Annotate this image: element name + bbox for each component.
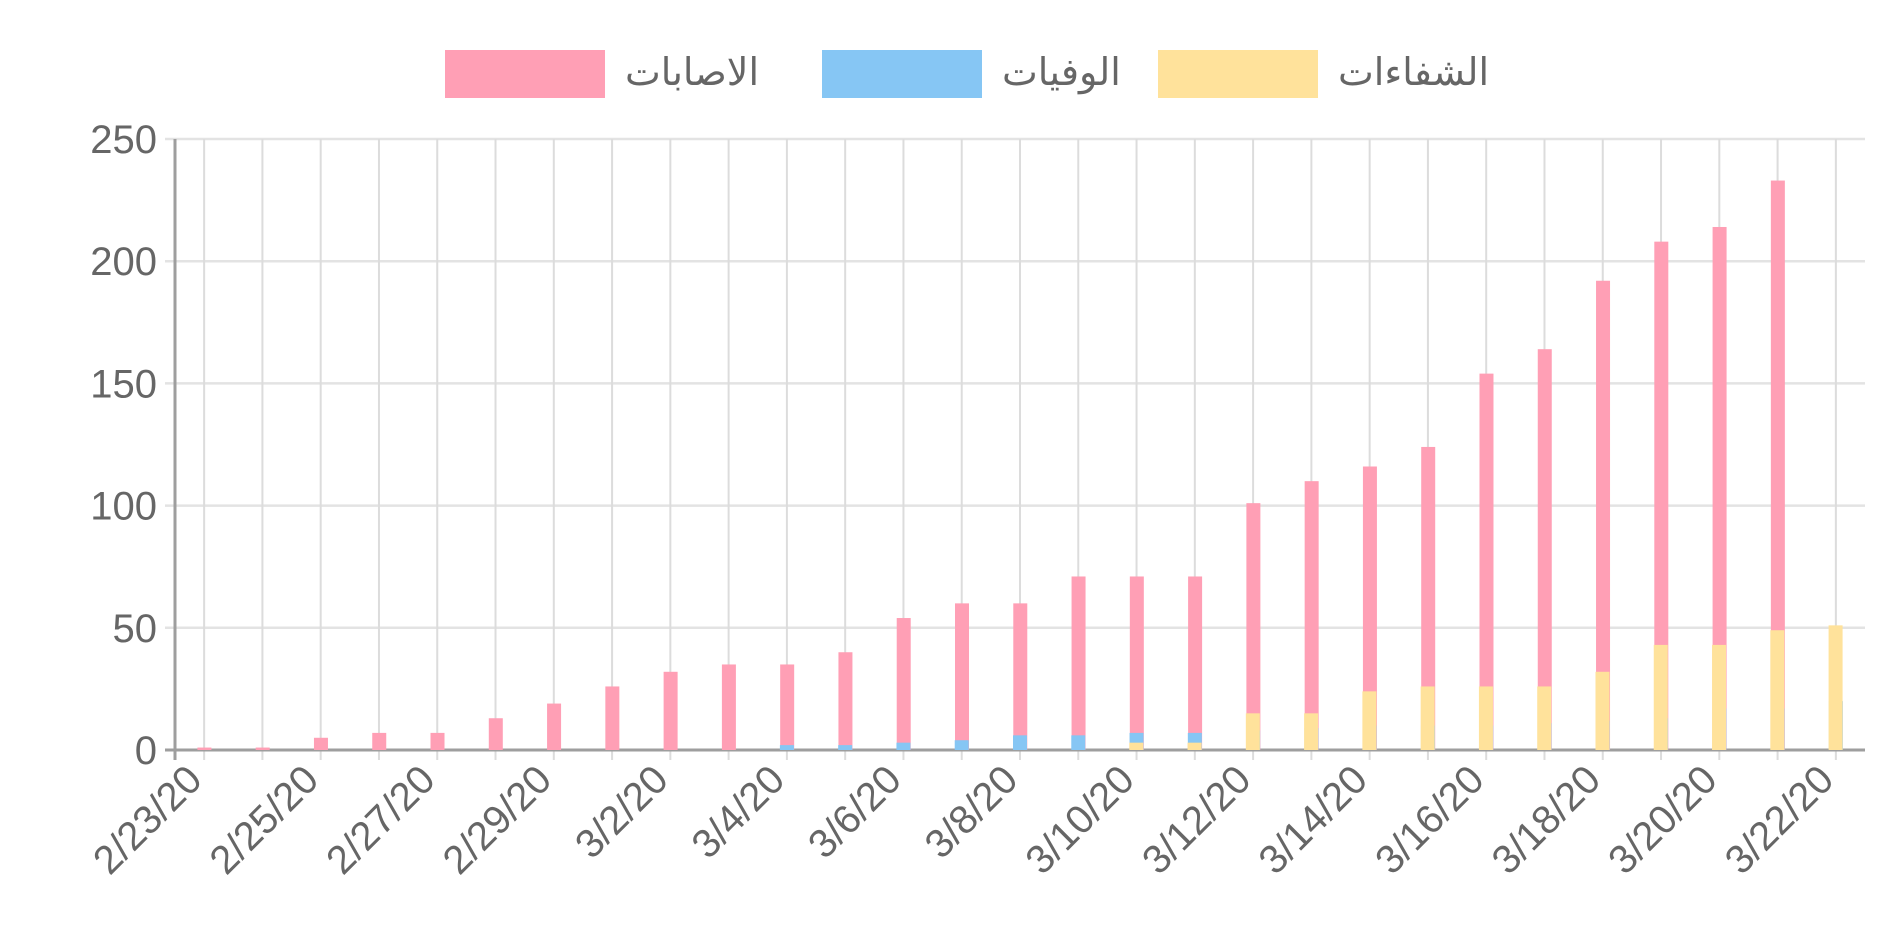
bar-series-1 bbox=[605, 686, 620, 750]
legend-swatch bbox=[445, 50, 605, 98]
bar-series-3 bbox=[1304, 713, 1319, 750]
bar-series-1 bbox=[547, 703, 562, 750]
bar-series-1 bbox=[1596, 280, 1611, 750]
bar-series-1 bbox=[488, 718, 503, 750]
bar-series-1 bbox=[1246, 503, 1261, 750]
bar-series-1 bbox=[1304, 481, 1319, 750]
x-tick-label: 3/14/20 bbox=[1251, 757, 1376, 882]
bar-series-3 bbox=[1828, 625, 1843, 750]
bar-series-2 bbox=[1071, 735, 1086, 750]
bar-series-1 bbox=[955, 603, 969, 750]
y-tick-label: 0 bbox=[135, 729, 157, 773]
x-tick-label: 2/23/20 bbox=[85, 757, 210, 882]
bar-series-3 bbox=[1245, 713, 1260, 750]
legend-label: الشفاءات bbox=[1338, 50, 1489, 94]
bar-series-1 bbox=[1421, 446, 1436, 750]
x-tick-label: 3/12/20 bbox=[1134, 757, 1259, 882]
x-tick-labels: 2/23/202/25/202/27/202/29/20 3/2/20 3/4/20… bbox=[85, 757, 1842, 882]
x-tick-label: 3/20/20 bbox=[1600, 757, 1725, 882]
bar-series-3 bbox=[1712, 644, 1727, 750]
x-tick-label: 3/2/20 bbox=[567, 757, 677, 867]
bar-series-2 bbox=[896, 742, 911, 750]
x-tick-label: 2/25/20 bbox=[202, 757, 327, 882]
x-tick-label: 3/10/20 bbox=[1017, 757, 1142, 882]
legend-label: الوفيات bbox=[1002, 50, 1121, 95]
bar-series-1 bbox=[780, 664, 795, 750]
bar-series-3 bbox=[1478, 686, 1493, 750]
y-tick-label: 100 bbox=[90, 485, 157, 529]
bar-series-1 bbox=[372, 732, 387, 750]
bar-series-3 bbox=[1187, 742, 1202, 750]
bar-series-1 bbox=[1013, 603, 1028, 750]
x-tick-label: 3/4/20 bbox=[684, 757, 794, 867]
bar-series-3 bbox=[1362, 691, 1377, 750]
bar-series-2 bbox=[838, 745, 853, 750]
bar-series-3 bbox=[1537, 686, 1552, 750]
x-tick-label: 2/27/20 bbox=[318, 757, 443, 882]
bar-series-3 bbox=[1595, 671, 1610, 750]
y-tick-labels: 0 50 100 150 200 250 bbox=[90, 118, 157, 773]
bar-series-1 bbox=[663, 671, 678, 750]
y-tick-label: 50 bbox=[113, 607, 158, 651]
bar-series-1 bbox=[1654, 241, 1669, 750]
bar-series-3 bbox=[1770, 630, 1785, 750]
bar-series-3 bbox=[1420, 686, 1435, 750]
bar-series-1 bbox=[1537, 349, 1552, 750]
bar-series-1 bbox=[1362, 466, 1377, 750]
bar-series-1 bbox=[721, 664, 736, 750]
legend: الاصابات الوفيات الشفاءات bbox=[445, 50, 1489, 98]
bar-series-1 bbox=[1071, 576, 1086, 750]
x-tick-label: 2/29/20 bbox=[435, 757, 560, 882]
bar-series-2 bbox=[779, 745, 794, 750]
bars bbox=[197, 180, 1843, 751]
bar-series-1 bbox=[313, 737, 328, 750]
y-tick-label: 150 bbox=[90, 362, 157, 406]
y-tick-label: 200 bbox=[90, 240, 157, 284]
bar-series-1 bbox=[838, 652, 853, 750]
bar-series-1 bbox=[1770, 180, 1785, 751]
y-tick-label: 250 bbox=[90, 118, 157, 162]
x-tick-label: 3/8/20 bbox=[917, 757, 1027, 867]
x-tick-label: 3/18/20 bbox=[1484, 757, 1609, 882]
bar-series-1 bbox=[255, 747, 270, 750]
bar-series-2 bbox=[954, 740, 969, 750]
bar-series-1 bbox=[1188, 576, 1203, 750]
bar-series-1 bbox=[896, 618, 911, 750]
legend-swatch bbox=[822, 50, 982, 98]
legend-swatch bbox=[1158, 50, 1318, 98]
x-tick-label: 3/22/20 bbox=[1717, 757, 1842, 882]
x-tick-label: 3/16/20 bbox=[1367, 757, 1492, 882]
bar-series-3 bbox=[1653, 644, 1668, 750]
bar-series-1 bbox=[1129, 576, 1144, 750]
bar-series-1 bbox=[197, 747, 212, 750]
bar-series-1 bbox=[1479, 373, 1494, 750]
bar-series-1 bbox=[1712, 226, 1727, 750]
bar-series-2 bbox=[1013, 735, 1027, 750]
x-tick-label: 3/6/20 bbox=[800, 757, 910, 867]
legend-label: الاصابات bbox=[625, 50, 759, 94]
bar-series-1 bbox=[430, 732, 445, 750]
bar-series-3 bbox=[1129, 742, 1144, 750]
